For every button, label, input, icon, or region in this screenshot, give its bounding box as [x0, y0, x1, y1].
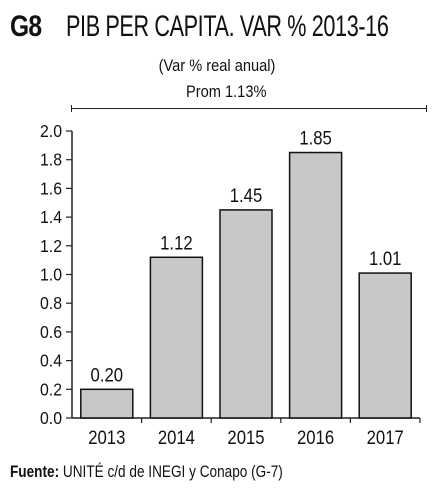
y-tick-label: 0.6: [40, 322, 62, 342]
average-bracket-line: [71, 105, 427, 112]
average-label: Prom 1.13%: [186, 82, 267, 101]
data-label-2016: 1.85: [299, 128, 332, 149]
y-tick-label: 0.4: [40, 351, 62, 371]
bar-2017: [358, 272, 412, 419]
y-tick-label: 1.6: [40, 178, 62, 198]
figure-number: G8: [10, 10, 42, 43]
chart-subtitle: (Var % real anual): [158, 56, 276, 75]
source-text: UNITÉ c/d de INEGI y Conapo (G-7): [62, 462, 283, 481]
y-tick-label: 1.2: [40, 236, 62, 256]
data-label-2015: 1.45: [230, 185, 263, 206]
y-tick-label: 0.0: [40, 408, 62, 428]
data-label-2017: 1.01: [369, 248, 402, 269]
bar-2015: [219, 209, 273, 419]
y-tick-label: 1.4: [40, 207, 62, 227]
y-tick-label: 0.2: [40, 379, 62, 399]
y-tick-label: 1.8: [40, 150, 62, 170]
chart-title: PIB PER CAPITA. VAR % 2013-16: [66, 10, 389, 43]
x-tick-label-2013: 2013: [88, 427, 125, 448]
y-tick-label: 1.0: [40, 265, 62, 285]
x-tick-label-2014: 2014: [158, 427, 195, 448]
data-label-2013: 0.20: [91, 364, 124, 385]
data-label-2014: 1.12: [160, 232, 193, 253]
y-tick-label: 0.8: [40, 293, 62, 313]
bar-2014: [149, 256, 204, 419]
x-tick-label-2016: 2016: [297, 427, 334, 448]
y-tick-label: 2.0: [40, 121, 62, 141]
x-tick-label-2015: 2015: [227, 427, 264, 448]
bar-2013: [80, 388, 134, 419]
bar-2016: [288, 151, 343, 419]
source-note: Fuente: UNITÉ c/d de INEGI y Conapo (G-7…: [10, 462, 283, 482]
plot-area: 0.0 0.2 0.4 0.6 0.8 1.0 1.2 1.4 1.6 1.8 2.0 0.20 201…: [40, 121, 421, 448]
source-label: Fuente:: [10, 462, 60, 481]
chart-header: G8 PIB PER CAPITA. VAR % 2013-16: [10, 10, 430, 50]
x-tick-label-2017: 2017: [367, 427, 404, 448]
